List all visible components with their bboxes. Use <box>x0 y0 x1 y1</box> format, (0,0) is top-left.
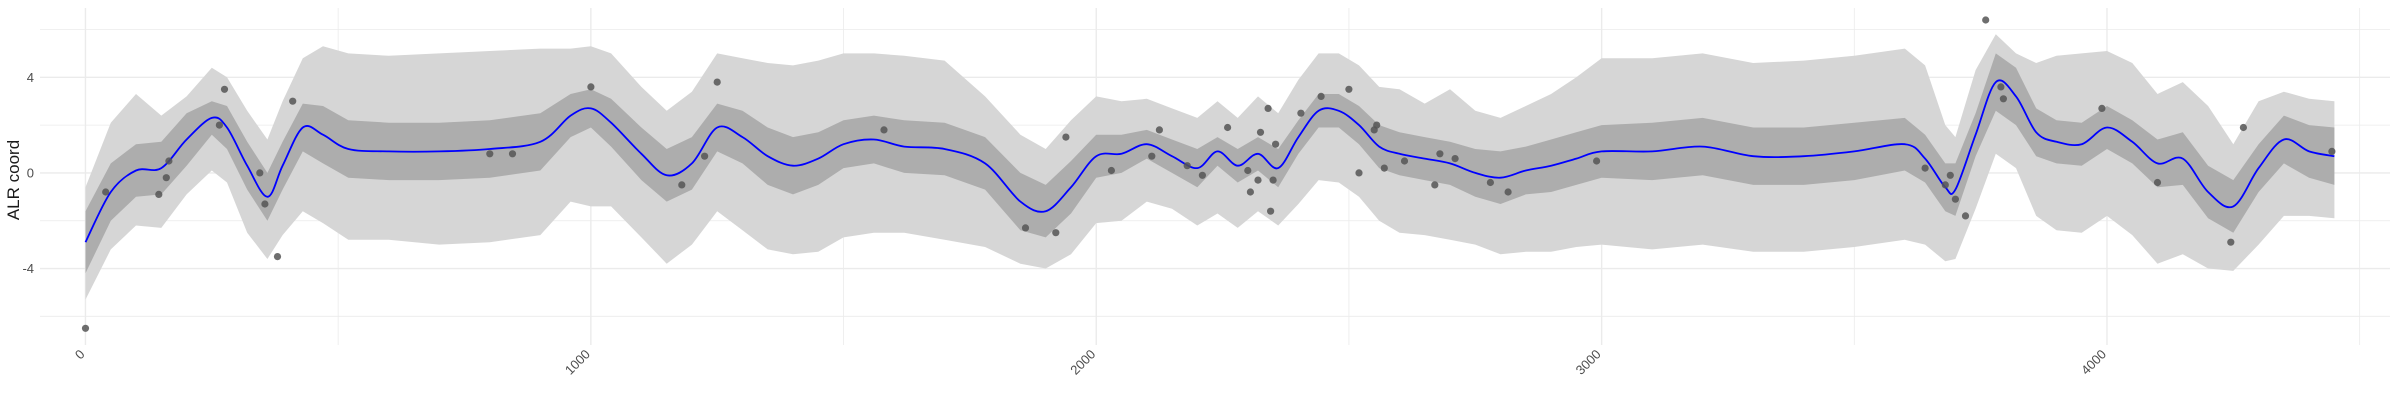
data-point <box>1183 162 1191 170</box>
data-point <box>1355 169 1363 177</box>
y-tick-label: 0 <box>27 165 34 180</box>
y-tick-label: 4 <box>27 70 34 85</box>
data-point <box>1256 128 1265 136</box>
data-point <box>162 174 170 182</box>
data-point <box>701 152 709 160</box>
data-point <box>256 169 264 177</box>
data-point <box>215 121 223 129</box>
data-point <box>289 97 297 105</box>
data-point <box>1982 16 1990 24</box>
data-point <box>1921 164 1929 172</box>
data-point <box>508 150 517 158</box>
data-point <box>1246 188 1254 196</box>
data-point <box>1431 181 1439 189</box>
data-point <box>220 85 229 93</box>
data-point <box>1254 176 1262 184</box>
data-point <box>1345 85 1353 93</box>
inner-band-layer <box>85 53 2335 274</box>
data-point <box>2153 178 2162 187</box>
data-point <box>2227 238 2235 246</box>
data-point <box>1373 121 1381 129</box>
data-point <box>1317 92 1325 100</box>
data-point <box>1451 155 1459 163</box>
y-axis-ticks: -4 0 4 <box>22 70 34 276</box>
data-point <box>1264 104 1272 112</box>
data-point <box>880 126 888 134</box>
data-point <box>1486 178 1494 187</box>
data-point <box>1224 123 1232 132</box>
data-point <box>1946 171 1954 179</box>
data-point <box>1951 195 1959 203</box>
data-point <box>1062 133 1070 141</box>
mean-line-layer <box>84 79 2335 243</box>
data-point <box>1272 140 1280 148</box>
data-point <box>155 190 163 198</box>
posterior-mean-line <box>84 79 2335 243</box>
data-point <box>1107 166 1115 175</box>
data-point <box>486 150 494 158</box>
data-point <box>1244 166 1252 175</box>
data-point <box>81 324 90 332</box>
data-point <box>1052 229 1060 237</box>
data-point <box>2328 147 2336 155</box>
data-point <box>1297 109 1305 117</box>
data-point <box>165 157 173 165</box>
data-point <box>1593 157 1601 165</box>
data-point <box>587 83 595 91</box>
inner-credible-band <box>85 53 2335 274</box>
data-point <box>2239 123 2247 132</box>
data-point <box>102 188 110 196</box>
data-point <box>261 200 269 208</box>
y-axis-title: ALR coord <box>4 140 23 220</box>
data-point <box>273 253 282 261</box>
data-point <box>1148 152 1156 160</box>
data-point <box>1400 157 1409 165</box>
data-point <box>1021 224 1030 232</box>
data-point <box>1436 150 1444 158</box>
data-point <box>1198 171 1206 179</box>
data-point <box>678 181 686 189</box>
data-point <box>1997 83 2005 91</box>
data-point <box>1504 188 1512 196</box>
data-point <box>1941 181 1949 189</box>
data-point <box>1267 207 1275 215</box>
data-point <box>2098 104 2106 112</box>
data-point <box>713 78 721 86</box>
observed-points-layer <box>81 16 2336 332</box>
data-point <box>1999 95 2007 103</box>
data-point <box>1155 126 1163 134</box>
data-point <box>1269 176 1277 184</box>
data-point <box>1961 212 1970 220</box>
data-point <box>1380 164 1388 172</box>
y-tick-label: -4 <box>22 261 34 276</box>
